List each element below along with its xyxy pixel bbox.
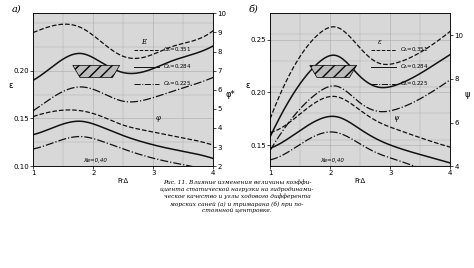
Text: φ: φ: [155, 114, 161, 122]
Text: $C_\Delta$=0,284: $C_\Delta$=0,284: [163, 62, 191, 71]
Text: $C_\Delta$=0,284: $C_\Delta$=0,284: [400, 62, 428, 71]
Text: E: E: [141, 38, 146, 46]
Text: Xв=0,40: Xв=0,40: [83, 158, 108, 163]
Text: $C_\Delta$=0,351: $C_\Delta$=0,351: [163, 46, 191, 54]
Text: Рис. 11. Влияние изменения величины коэффи-
циента статической нагрузки на гидро: Рис. 11. Влияние изменения величины коэф…: [160, 180, 314, 213]
Y-axis label: ψ: ψ: [465, 90, 470, 99]
Polygon shape: [310, 65, 356, 77]
Text: ψ: ψ: [392, 114, 398, 122]
Text: $C_\Delta$=0,351: $C_\Delta$=0,351: [400, 46, 428, 54]
Y-axis label: φ*: φ*: [226, 90, 236, 99]
Text: а): а): [11, 4, 21, 13]
Y-axis label: ε: ε: [246, 81, 250, 90]
X-axis label: FrΔ: FrΔ: [118, 178, 129, 184]
Polygon shape: [73, 65, 119, 77]
Text: Xв=0,40: Xв=0,40: [320, 158, 345, 163]
Text: ε: ε: [378, 38, 382, 46]
Text: б): б): [248, 4, 258, 13]
Y-axis label: ε: ε: [8, 81, 13, 90]
Text: $C_\Delta$=0,225: $C_\Delta$=0,225: [163, 79, 191, 88]
X-axis label: FrΔ: FrΔ: [355, 178, 366, 184]
Text: $C_\Delta$=0,225: $C_\Delta$=0,225: [400, 79, 428, 88]
